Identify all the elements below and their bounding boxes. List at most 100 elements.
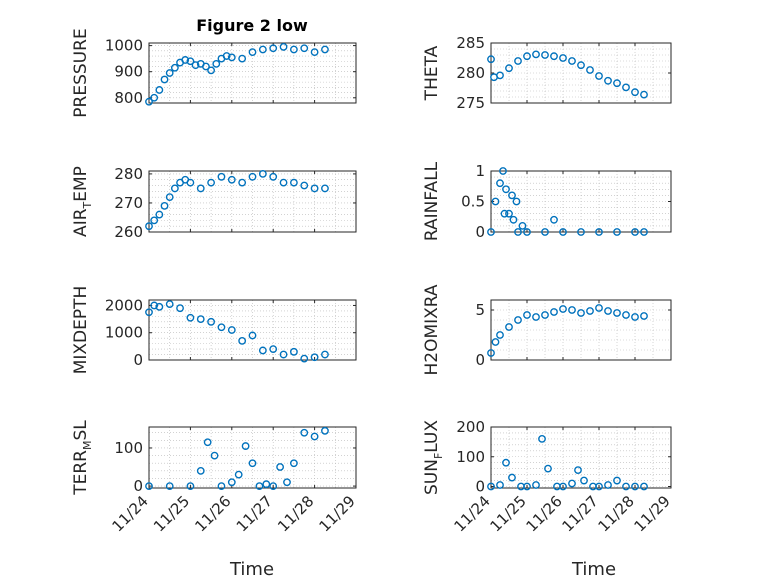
y-axis-label: TERRMSL xyxy=(71,420,94,496)
data-point xyxy=(640,482,648,491)
data-point xyxy=(145,222,153,231)
data-point xyxy=(165,69,174,77)
data-point xyxy=(622,482,630,491)
data-point xyxy=(310,184,319,193)
y-axis-label: MIXDEPTH xyxy=(71,286,91,375)
data-point xyxy=(577,309,585,317)
data-point xyxy=(150,216,159,225)
y-tick-label: 280 xyxy=(456,64,485,82)
data-point xyxy=(496,331,504,339)
data-point xyxy=(160,201,169,210)
data-point xyxy=(595,304,603,312)
x-tick-label: 11/29 xyxy=(316,492,359,535)
data-point xyxy=(269,345,278,353)
pressure-axes: 800 900 1000 PRESSURE xyxy=(71,28,357,118)
data-point xyxy=(276,463,284,471)
data-point xyxy=(283,478,291,487)
data-point xyxy=(196,315,205,323)
data-point xyxy=(321,350,329,359)
data-point xyxy=(165,482,174,490)
y-tick-label: 0 xyxy=(475,351,485,369)
figure-title: Figure 2 low xyxy=(196,16,308,35)
data-point xyxy=(505,209,513,218)
data-point xyxy=(631,482,639,491)
data-point xyxy=(160,75,169,84)
data-point xyxy=(170,63,179,72)
air_temp-axes: 260 270 280 AIRTEMP xyxy=(71,165,357,241)
data-point xyxy=(186,178,195,187)
data-point xyxy=(150,301,159,310)
data-point xyxy=(300,44,309,53)
data-point xyxy=(258,45,267,54)
data-point xyxy=(499,167,507,175)
data-point xyxy=(210,451,219,460)
data-point xyxy=(181,56,190,64)
data-point xyxy=(544,464,552,473)
data-point xyxy=(289,347,298,356)
data-point xyxy=(321,184,329,193)
data-point xyxy=(487,55,495,64)
data-point xyxy=(289,178,298,187)
data-point xyxy=(613,79,621,88)
y-tick-label: 0 xyxy=(133,351,143,369)
axes-box xyxy=(490,426,672,489)
data-point xyxy=(595,228,603,236)
data-point xyxy=(613,309,621,317)
data-point xyxy=(217,482,226,490)
data-point xyxy=(248,48,257,57)
data-point xyxy=(262,480,271,489)
data-point xyxy=(491,338,500,346)
data-point xyxy=(238,178,247,187)
data-point xyxy=(186,313,195,322)
data-point xyxy=(165,193,174,202)
data-point xyxy=(580,476,588,485)
data-point xyxy=(289,459,298,468)
y-tick-label: 0 xyxy=(475,478,485,496)
data-point xyxy=(202,62,210,71)
data-point xyxy=(586,66,594,74)
data-point xyxy=(255,482,264,490)
data-point xyxy=(604,76,612,85)
data-point xyxy=(222,52,231,60)
data-point xyxy=(155,86,164,94)
data-point xyxy=(300,181,309,190)
y-tick-label: 1000 xyxy=(105,324,143,342)
data-point xyxy=(212,59,221,68)
data-point xyxy=(577,228,585,236)
data-point xyxy=(518,221,527,230)
data-point xyxy=(577,61,585,70)
y-tick-label: 100 xyxy=(114,439,143,457)
data-point xyxy=(595,72,603,80)
y-tick-label: 275 xyxy=(456,94,485,112)
data-point xyxy=(586,307,594,315)
data-point xyxy=(300,354,309,363)
x-tick-label: 11/25 xyxy=(487,492,530,535)
data-point xyxy=(613,476,621,485)
data-point xyxy=(196,184,205,193)
data-point xyxy=(176,304,184,313)
data-point xyxy=(269,44,278,53)
data-point xyxy=(604,307,612,315)
data-point xyxy=(155,210,164,219)
theta-axes: 275 280 285 THETA xyxy=(422,34,672,112)
data-point xyxy=(514,57,522,65)
data-point xyxy=(509,215,518,224)
data-point xyxy=(496,71,504,80)
data-point xyxy=(248,459,257,468)
x-tick-label: 11/26 xyxy=(523,492,566,535)
y-axis-label: RAINFALL xyxy=(422,161,442,241)
data-point xyxy=(310,353,319,362)
data-point xyxy=(496,481,504,489)
data-point xyxy=(508,473,516,482)
data-point xyxy=(150,93,159,102)
data-point xyxy=(631,88,639,97)
y-tick-label: 0 xyxy=(475,223,485,241)
data-point xyxy=(269,172,278,181)
rainfall-axes: 0 0.5 1 RAINFALL xyxy=(422,161,672,241)
data-point xyxy=(631,228,639,236)
data-point xyxy=(217,172,226,181)
data-point xyxy=(496,179,504,188)
data-point xyxy=(279,350,288,359)
data-point xyxy=(559,305,567,313)
